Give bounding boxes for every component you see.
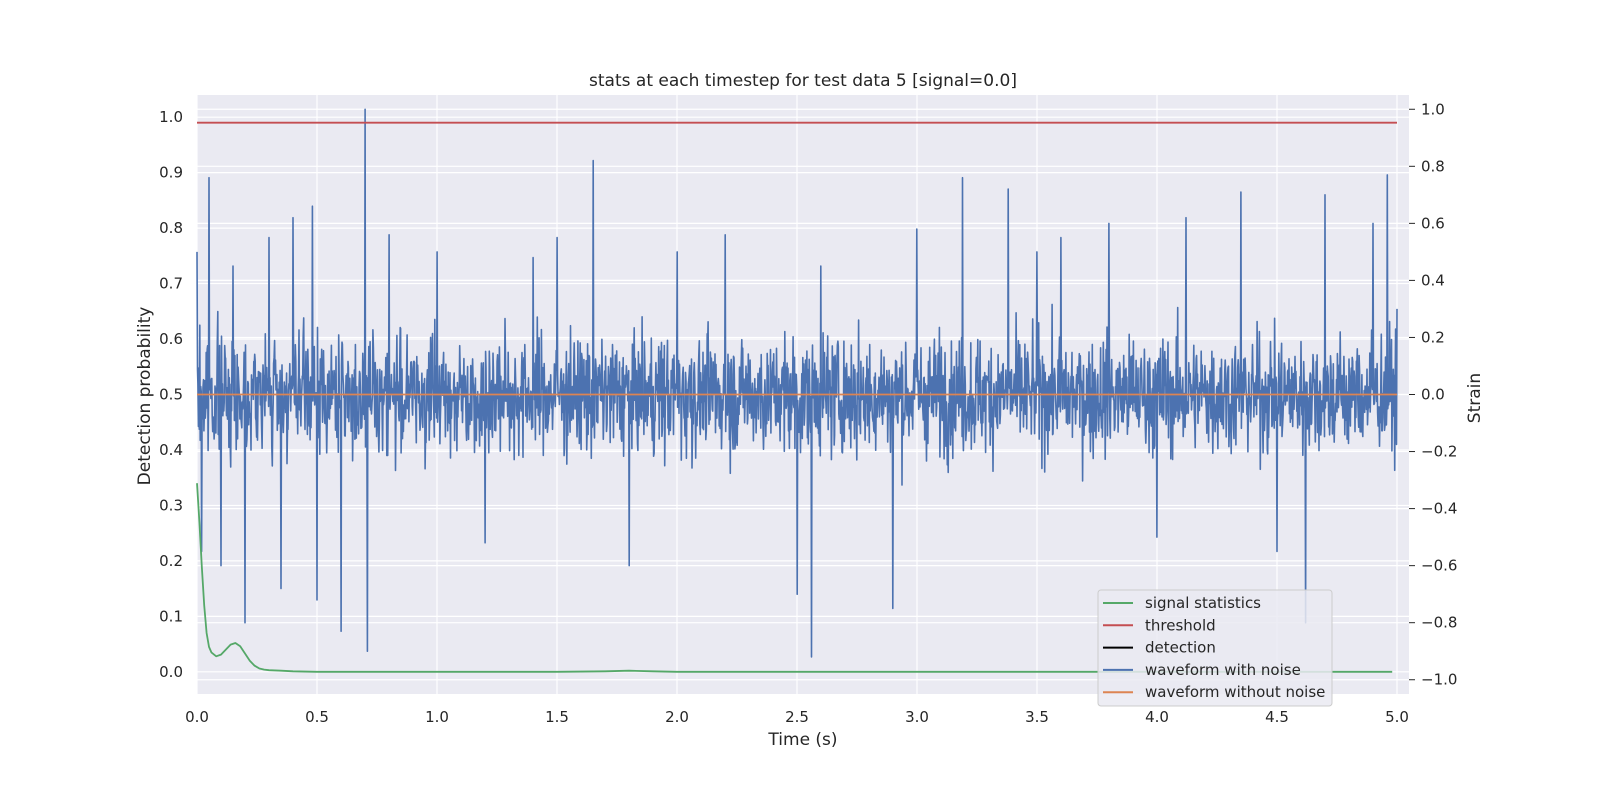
chart-title: stats at each timestep for test data 5 [… — [589, 71, 1017, 91]
x-tick-label: 3.0 — [905, 708, 929, 726]
x-tick-label: 3.5 — [1025, 708, 1049, 726]
y-tick-label: 0.7 — [159, 275, 183, 293]
x-tick-label: 2.0 — [665, 708, 689, 726]
y2-tick-label: 0.6 — [1421, 214, 1445, 232]
x-tick-label: 0.0 — [185, 708, 209, 726]
y2-axis-ticks: −1.0 −0.8 −0.6 −0.4 −0.2 0.0 0.2 0.4 0.6 0.8 1.0 — [1409, 100, 1457, 689]
legend-entry: detection — [1145, 639, 1216, 657]
y2-tick-label: 0.8 — [1421, 157, 1445, 175]
legend-entry: signal statistics — [1145, 594, 1261, 612]
y-tick-label: 0.4 — [159, 441, 183, 459]
y-tick-label: 0.6 — [159, 330, 183, 348]
legend-entry: waveform without noise — [1145, 683, 1325, 701]
x-axis-ticks: 0.0 0.5 1.0 1.5 2.0 2.5 3.0 3.5 4.0 4.5 5.0 — [185, 708, 1409, 726]
y-axis-ticks: 0.0 0.1 0.2 0.3 0.4 0.5 0.6 0.7 0.8 0.9 1.0 — [159, 108, 183, 681]
x-axis-label: Time (s) — [767, 730, 837, 750]
y-tick-label: 1.0 — [159, 108, 183, 126]
y-tick-label: 0.9 — [159, 164, 183, 182]
y-tick-label: 0.0 — [159, 663, 183, 681]
y2-tick-label: −0.8 — [1421, 614, 1457, 632]
waveform-with-noise-line — [196, 108, 1398, 658]
legend-entry: waveform with noise — [1145, 661, 1301, 679]
x-tick-label: 1.5 — [545, 708, 569, 726]
series-layer — [196, 108, 1398, 673]
legend: signal statistics threshold detection wavef… — [1097, 589, 1333, 707]
y-axis-label: Detection probability — [135, 307, 155, 486]
y-tick-label: 0.1 — [159, 607, 183, 625]
x-tick-label: 5.0 — [1385, 708, 1409, 726]
signal-statistics-line — [196, 483, 1393, 673]
x-tick-label: 4.5 — [1265, 708, 1289, 726]
y-tick-label: 0.2 — [159, 552, 183, 570]
legend-box — [1097, 589, 1333, 707]
y-tick-label: 0.3 — [159, 496, 183, 514]
y-tick-label: 0.5 — [159, 386, 183, 404]
y2-tick-label: 1.0 — [1421, 100, 1445, 118]
y2-tick-label: −0.2 — [1421, 443, 1457, 461]
y-tick-label: 0.8 — [159, 219, 183, 237]
y2-tick-label: 0.0 — [1421, 386, 1445, 404]
x-tick-label: 0.5 — [305, 708, 329, 726]
y2-tick-label: −1.0 — [1421, 671, 1457, 689]
y2-tick-label: 0.2 — [1421, 328, 1445, 346]
y2-axis-label: Strain — [1465, 373, 1485, 423]
x-tick-label: 4.0 — [1145, 708, 1169, 726]
x-tick-label: 2.5 — [785, 708, 809, 726]
y2-tick-label: 0.4 — [1421, 271, 1445, 289]
y2-tick-label: −0.6 — [1421, 557, 1457, 575]
legend-entry: threshold — [1145, 616, 1216, 634]
x-tick-label: 1.0 — [425, 708, 449, 726]
y2-tick-label: −0.4 — [1421, 500, 1457, 518]
